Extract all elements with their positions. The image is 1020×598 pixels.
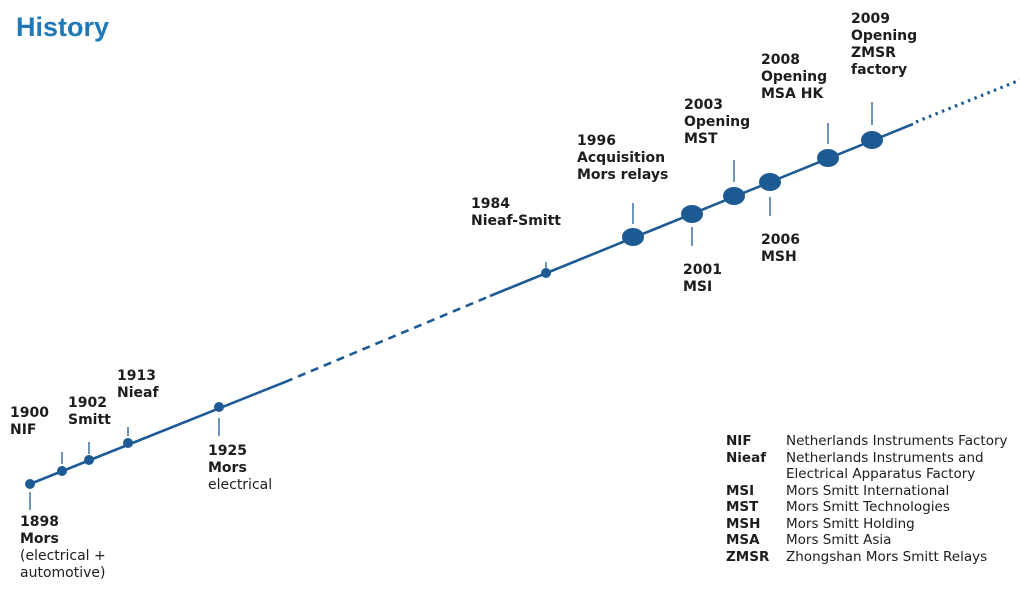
event-title: MSH <box>761 249 797 265</box>
legend-row: ZMSR Zhongshan Mors Smitt Relays <box>726 549 1020 566</box>
event-label-1900: 1900 NIF <box>10 405 49 439</box>
legend-abbr: MSH <box>726 515 761 532</box>
milestone-dot-1898 <box>25 479 35 489</box>
legend-row: Nieaf Netherlands Instruments and Electr… <box>726 450 1020 483</box>
event-year: 1902 <box>68 395 107 411</box>
event-year: 1984 <box>471 196 510 212</box>
event-label-1925: 1925 Mors electrical <box>208 443 272 494</box>
milestone-dot-1900 <box>57 466 67 476</box>
timeline-gap-dashed <box>284 294 491 384</box>
event-title: NIF <box>10 422 37 438</box>
event-year: 2003 <box>684 97 723 113</box>
legend-definition: Mors Smitt International <box>786 482 950 499</box>
legend-definition: Mors Smitt Holding <box>786 515 915 532</box>
event-year: 2006 <box>761 232 800 248</box>
legend-row: MSA Mors Smitt Asia <box>726 532 1020 549</box>
event-title: Smitt <box>68 412 111 428</box>
event-title: Mors <box>208 460 247 476</box>
event-year: 1900 <box>10 405 49 421</box>
legend-definition: Netherlands Instruments and Electrical A… <box>786 449 984 483</box>
legend-row: MSH Mors Smitt Holding <box>726 516 1020 533</box>
event-label-2008: 2008 Opening MSA HK <box>761 52 841 103</box>
event-label-2003: 2003 Opening MST <box>684 97 764 148</box>
event-year: 1898 <box>20 514 59 530</box>
event-label-2006: 2006 MSH <box>761 232 800 266</box>
milestone-dot-2001 <box>681 205 703 223</box>
event-year: 1925 <box>208 443 247 459</box>
abbreviation-legend: NIF Netherlands Instruments Factory Niea… <box>726 433 1020 565</box>
event-title: Acquisition Mors relays <box>577 150 669 183</box>
event-detail: (electrical + <box>20 548 106 564</box>
event-detail: electrical <box>208 477 273 493</box>
event-label-1898: 1898 Mors (electrical + automotive) <box>20 514 106 582</box>
event-label-2009: 2009 Opening ZMSR factory <box>851 11 926 79</box>
milestone-dot-1984 <box>541 268 551 278</box>
milestone-dot-2003 <box>723 187 745 205</box>
event-title: Nieaf <box>117 385 159 401</box>
event-year: 1996 <box>577 133 616 149</box>
legend-row: NIF Netherlands Instruments Factory <box>726 433 1020 450</box>
legend-abbr: MSI <box>726 482 755 499</box>
legend-abbr: ZMSR <box>726 548 770 565</box>
event-year: 2008 <box>761 52 800 68</box>
legend-abbr: MST <box>726 499 759 515</box>
legend-definition: Zhongshan Mors Smitt Relays <box>786 548 988 565</box>
event-title: MSI <box>683 279 713 295</box>
event-label-1913: 1913 Nieaf <box>117 368 159 402</box>
legend-abbr: MSA <box>726 532 760 548</box>
event-title: Opening MSA HK <box>761 69 828 102</box>
legend-row: MST Mors Smitt Technologies <box>726 499 1020 516</box>
event-label-1996: 1996 Acquisition Mors relays <box>577 133 687 184</box>
legend-definition: Netherlands Instruments Factory <box>786 433 1008 449</box>
event-title: Opening ZMSR factory <box>851 28 918 78</box>
event-year: 2001 <box>683 262 722 278</box>
milestone-dot-1913 <box>123 438 133 448</box>
milestone-dot-2006 <box>759 173 781 191</box>
event-label-1902: 1902 Smitt <box>68 395 111 429</box>
timeline-future-dotted <box>915 78 1020 124</box>
milestone-dot-2008 <box>817 149 839 167</box>
event-detail: automotive) <box>20 565 106 581</box>
event-label-1984: 1984 Nieaf-Smitt <box>471 196 561 230</box>
milestone-dot-1902 <box>84 455 94 465</box>
milestone-dot-1925 <box>214 402 224 412</box>
event-label-2001: 2001 MSI <box>683 262 722 296</box>
timeline-line-early <box>29 380 286 486</box>
event-title: Mors <box>20 531 59 547</box>
legend-definition: Mors Smitt Technologies <box>786 499 950 515</box>
milestone-dot-2009 <box>861 131 883 149</box>
event-year: 1913 <box>117 368 156 384</box>
legend-abbr: NIF <box>726 433 752 449</box>
event-title: Nieaf-Smitt <box>471 213 561 229</box>
event-year: 2009 <box>851 11 890 27</box>
legend-row: MSI Mors Smitt International <box>726 483 1020 500</box>
legend-abbr: Nieaf <box>726 449 767 466</box>
page-title: History <box>16 12 110 42</box>
milestone-dot-1996 <box>622 228 644 246</box>
legend-definition: Mors Smitt Asia <box>786 532 892 548</box>
event-title: Opening MST <box>684 114 751 147</box>
